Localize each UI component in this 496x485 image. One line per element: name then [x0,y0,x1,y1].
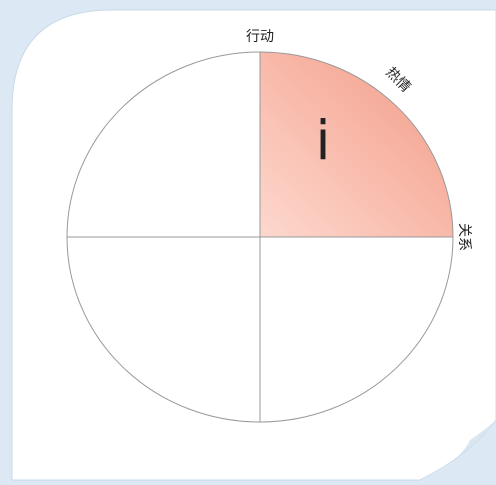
card [11,9,496,481]
top-label: 行动 [246,29,274,45]
highlighted-quadrant [260,52,453,237]
quadrant-label: i [315,110,330,173]
right-label: 关系 [456,223,472,251]
